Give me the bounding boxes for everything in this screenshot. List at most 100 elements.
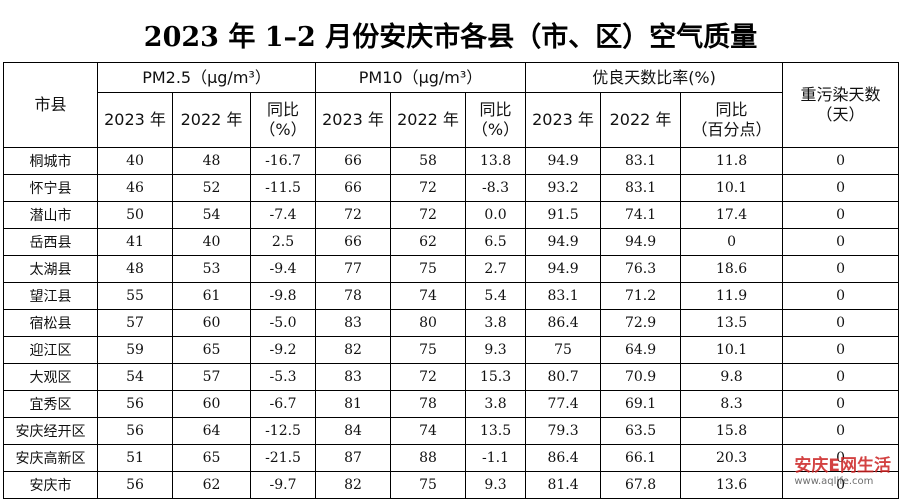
header-cell: 市县 — [3, 62, 98, 148]
table-cell: -9.2 — [249, 336, 317, 364]
table-cell: 2.5 — [249, 228, 317, 256]
table-row: 安庆市 56 62 -9.7 82 75 9.3 81.4 67.8 13.6 0 — [3, 471, 900, 499]
table-cell: 13.8 — [465, 147, 527, 175]
watermark-url: www.aqlife.com — [794, 476, 874, 487]
table-cell: 83.1 — [600, 147, 682, 175]
table-cell: 66.1 — [600, 444, 682, 472]
table-cell: 79.3 — [525, 417, 602, 445]
table-cell: 64.9 — [600, 336, 682, 364]
table-cell: 78 — [315, 282, 392, 310]
table-cell: 72 — [390, 174, 467, 202]
table-cell: 62 — [172, 471, 251, 499]
table-cell: 10.1 — [680, 336, 784, 364]
table-row: 怀宁县 46 52 -11.5 66 72 -8.3 93.2 83.1 10.1 0 — [3, 174, 900, 202]
table-cell: 5.4 — [465, 282, 527, 310]
table-cell: 74 — [390, 417, 467, 445]
table-cell: 9.8 — [680, 363, 784, 391]
header-row: 2023 年 2022 年同比 （%） 2023 年 2022 年同比 （%） 2023… — [4, 92, 899, 148]
table-cell: 83 — [315, 309, 392, 337]
watermark: 安庆E网生活 www.aqlife.com — [794, 451, 891, 487]
table-cell: 51 — [97, 444, 173, 472]
table-row: 迎江区 59 65 -9.2 82 75 9.3 75 64.9 10.1 0 — [3, 336, 900, 364]
table-cell: 75 — [525, 336, 602, 364]
table-cell: 82 — [315, 336, 392, 364]
table-cell: 66 — [315, 147, 392, 175]
table-row: 太湖县 48 53 -9.4 77 75 2.7 94.9 76.3 18.6 0 — [3, 255, 900, 283]
table-row: 潜山市 50 54 -7.4 72 72 0.0 91.5 74.1 17.4 0 — [3, 201, 900, 229]
table-cell: 20.3 — [680, 444, 784, 472]
table-cell: 94.9 — [525, 147, 602, 175]
table-row: 大观区 54 57 -5.3 83 72 15.3 80.7 70.9 9.8 0 — [3, 363, 900, 391]
table-cell: 0 — [782, 174, 900, 202]
table-cell: 0 — [782, 147, 900, 175]
table-cell: 0 — [782, 363, 900, 391]
table-cell: 48 — [172, 147, 251, 175]
table-row: 安庆经开区 56 64 -12.5 84 74 13.5 79.3 63.5 15.8 0 — [3, 417, 900, 445]
table-cell: 宜秀区 — [3, 390, 98, 418]
table-cell: 13.6 — [680, 471, 784, 499]
header-cell: 同比 （百分点） — [680, 92, 784, 148]
header-cell: 2023 年 — [525, 92, 602, 148]
table-cell: -1.1 — [465, 444, 527, 472]
table-cell: 48 — [97, 255, 173, 283]
table-cell: 87 — [315, 444, 392, 472]
table-cell: 0 — [680, 228, 784, 256]
table-cell: -9.4 — [249, 255, 317, 283]
table-cell: 潜山市 — [3, 201, 98, 229]
table-cell: 67.8 — [600, 471, 682, 499]
table-cell: 0 — [782, 228, 900, 256]
table-cell: 3.8 — [465, 309, 527, 337]
table-cell: 91.5 — [525, 201, 602, 229]
header-cell: 同比 （%） — [465, 92, 527, 148]
table-row: 桐城市 40 48 -16.7 66 58 13.8 94.9 83.1 11.8 0 — [3, 147, 900, 175]
table-cell: 56 — [97, 417, 173, 445]
table-cell: 59 — [97, 336, 173, 364]
table-cell: -5.0 — [249, 309, 317, 337]
table-cell: 70.9 — [600, 363, 682, 391]
title: 2023 年 1–2 月份安庆市各县（市、区）空气质量 — [143, 22, 758, 53]
table-cell: 0 — [782, 417, 900, 445]
table-cell: 0 — [782, 282, 900, 310]
table-cell: 6.5 — [465, 228, 527, 256]
table-cell: 迎江区 — [3, 336, 98, 364]
table-cell: 10.1 — [680, 174, 784, 202]
table-cell: 46 — [97, 174, 173, 202]
table-cell: 69.1 — [600, 390, 682, 418]
table-row: 宜秀区 56 60 -6.7 81 78 3.8 77.4 69.1 8.3 0 — [3, 390, 900, 418]
table-cell: 大观区 — [3, 363, 98, 391]
header-cell: 2023 年 — [315, 92, 392, 148]
table-cell: 13.5 — [680, 309, 784, 337]
table-cell: 53 — [172, 255, 251, 283]
table-cell: 望江县 — [3, 282, 98, 310]
table-cell: 81.4 — [525, 471, 602, 499]
table-cell: 50 — [97, 201, 173, 229]
table-cell: 0 — [782, 390, 900, 418]
table-cell: 56 — [97, 471, 173, 499]
table-cell: 93.2 — [525, 174, 602, 202]
table-cell: -8.3 — [465, 174, 527, 202]
table-cell: 41 — [97, 228, 173, 256]
table-cell: 13.5 — [465, 417, 527, 445]
table-cell: 40 — [97, 147, 173, 175]
table-cell: 83.1 — [525, 282, 602, 310]
table-cell: -9.7 — [249, 471, 317, 499]
table-cell: 0 — [782, 336, 900, 364]
table-cell: -16.7 — [249, 147, 317, 175]
table-row: 望江县 55 61 -9.8 78 74 5.4 83.1 71.2 11.9 0 — [3, 282, 900, 310]
table-cell: 61 — [172, 282, 251, 310]
table-cell: 80.7 — [525, 363, 602, 391]
table-cell: 65 — [172, 336, 251, 364]
table-cell: 94.9 — [525, 255, 602, 283]
table-cell: 11.8 — [680, 147, 784, 175]
table-cell: 17.4 — [680, 201, 784, 229]
table-cell: -9.8 — [249, 282, 317, 310]
table-cell: 81 — [315, 390, 392, 418]
header-cell: 同比 （%） — [249, 92, 317, 148]
table-cell: 72 — [390, 201, 467, 229]
table-cell: 72 — [315, 201, 392, 229]
header-cell: 优良天数比率(%) — [525, 62, 784, 93]
table-cell: 77 — [315, 255, 392, 283]
table-cell: -11.5 — [249, 174, 317, 202]
table-cell: 宿松县 — [3, 309, 98, 337]
table-cell: 0 — [782, 255, 900, 283]
